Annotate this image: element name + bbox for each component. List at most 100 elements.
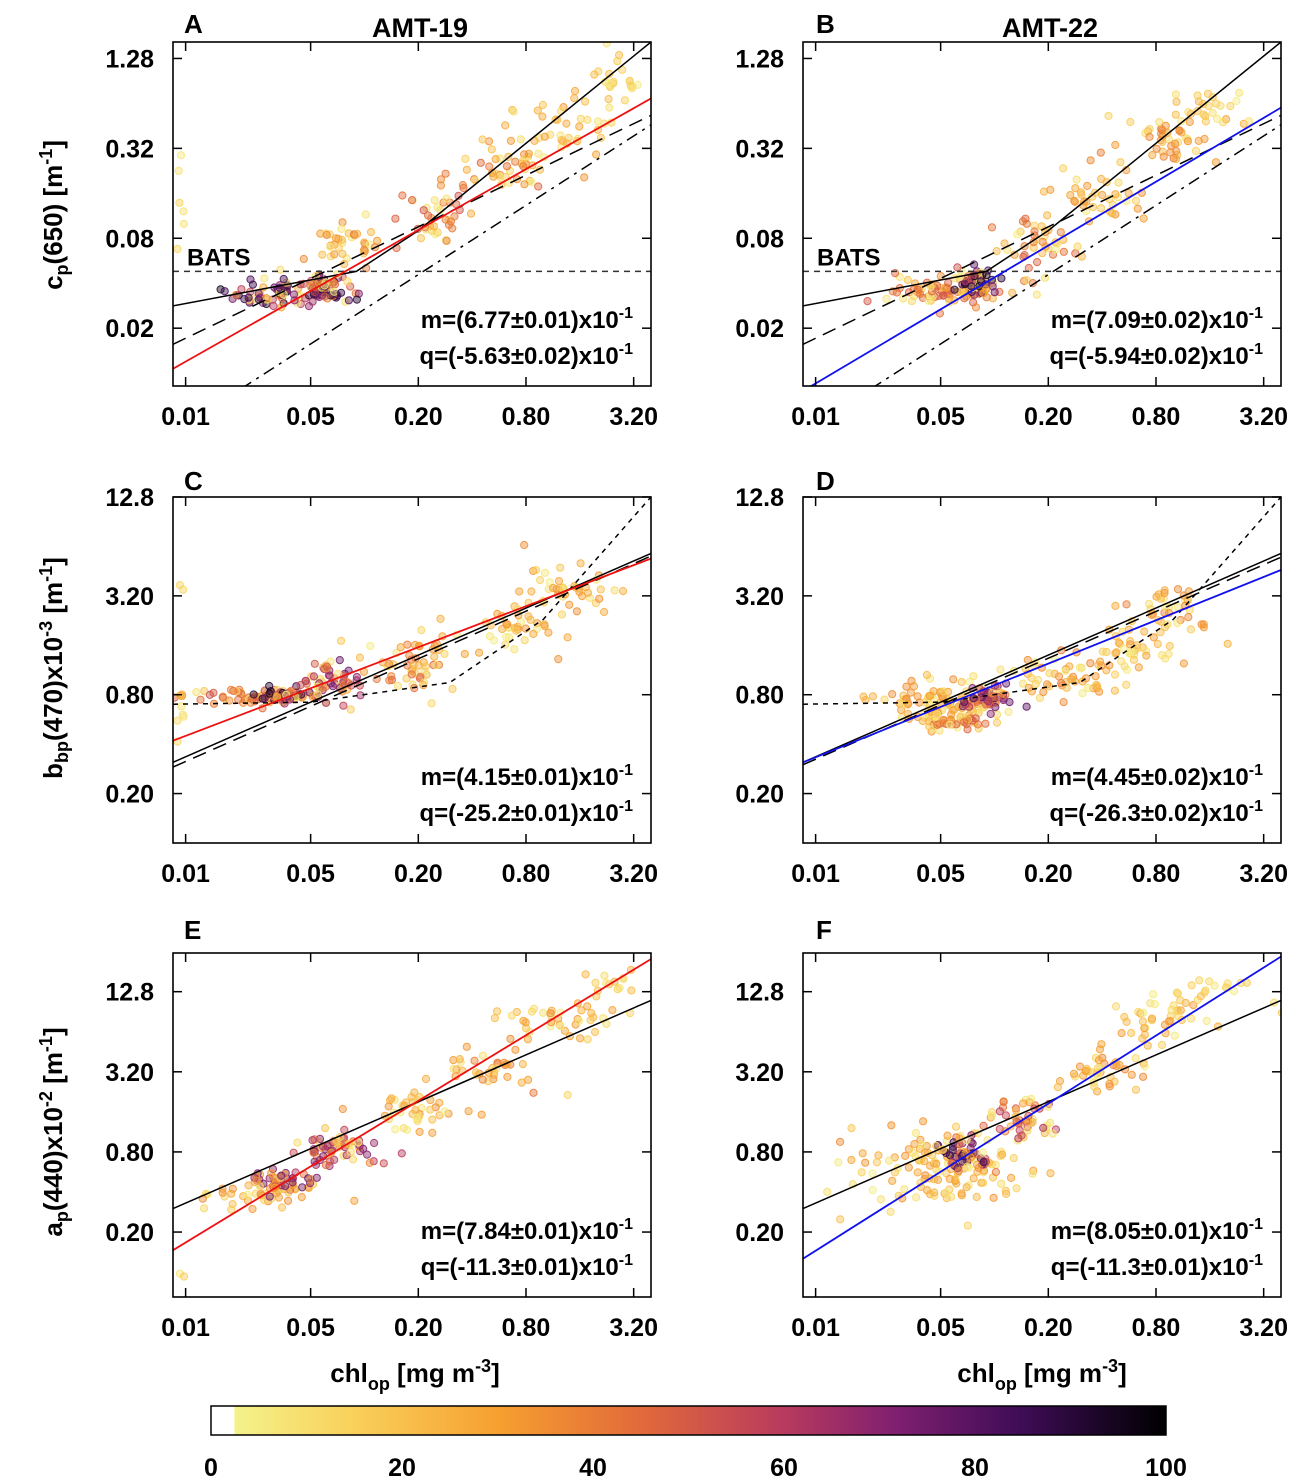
y-tick-label: 3.20 bbox=[735, 583, 784, 611]
data-point bbox=[478, 1075, 487, 1084]
data-point bbox=[518, 1060, 528, 1069]
data-point bbox=[441, 215, 450, 224]
data-point bbox=[922, 670, 932, 680]
data-point bbox=[583, 115, 592, 125]
title-amt22: AMT-22 bbox=[1002, 13, 1098, 43]
data-point bbox=[1066, 191, 1075, 200]
data-point bbox=[1071, 184, 1080, 193]
data-point bbox=[402, 1125, 412, 1134]
data-point bbox=[978, 1148, 988, 1157]
data-point bbox=[240, 295, 249, 304]
data-point bbox=[961, 277, 970, 286]
data-point bbox=[1132, 196, 1141, 205]
data-point bbox=[939, 687, 948, 696]
data-point bbox=[1163, 620, 1172, 629]
data-point bbox=[277, 1203, 287, 1212]
data-point bbox=[604, 78, 614, 87]
data-point bbox=[1193, 91, 1202, 100]
data-point bbox=[1070, 197, 1080, 206]
data-point bbox=[174, 166, 183, 175]
data-point bbox=[902, 682, 911, 691]
data-point bbox=[1172, 97, 1181, 106]
data-point bbox=[524, 1075, 533, 1085]
data-point bbox=[421, 662, 430, 671]
data-point bbox=[1112, 648, 1121, 657]
data-point bbox=[1171, 154, 1181, 163]
data-point bbox=[173, 716, 182, 725]
reference-line-dashed bbox=[173, 114, 651, 345]
data-point bbox=[1157, 1040, 1167, 1050]
data-point bbox=[506, 1034, 515, 1043]
data-point bbox=[276, 265, 285, 274]
data-point bbox=[918, 716, 927, 726]
data-point bbox=[1096, 657, 1105, 666]
x-tick-label: 0.20 bbox=[1024, 1314, 1073, 1342]
reference-line-dotted bbox=[173, 497, 651, 705]
data-point bbox=[1150, 1000, 1160, 1009]
data-point bbox=[989, 1193, 998, 1202]
y-tick-label: 3.20 bbox=[735, 1059, 784, 1087]
data-point bbox=[521, 624, 530, 633]
y-tick-label: 0.20 bbox=[735, 1219, 784, 1247]
data-point bbox=[309, 672, 318, 681]
data-point bbox=[996, 665, 1005, 674]
data-point bbox=[436, 614, 445, 624]
data-point bbox=[570, 86, 580, 96]
data-point bbox=[933, 720, 942, 730]
data-point bbox=[593, 117, 603, 126]
data-point bbox=[591, 978, 600, 987]
data-point bbox=[944, 278, 953, 287]
data-point bbox=[947, 1192, 956, 1202]
data-point bbox=[1033, 258, 1042, 267]
data-point bbox=[986, 709, 995, 719]
data-point bbox=[502, 632, 511, 642]
data-point bbox=[1032, 290, 1041, 299]
x-tick-label: 0.20 bbox=[394, 1314, 443, 1342]
data-point bbox=[478, 1051, 488, 1060]
data-point bbox=[284, 1188, 293, 1197]
data-point bbox=[1191, 146, 1201, 155]
data-point bbox=[992, 247, 1001, 256]
data-point bbox=[1083, 683, 1093, 693]
data-point bbox=[531, 566, 541, 575]
data-point bbox=[179, 712, 188, 721]
data-point bbox=[1116, 158, 1125, 167]
data-point bbox=[176, 151, 186, 160]
plot-area bbox=[803, 497, 1281, 766]
data-point bbox=[1136, 1009, 1145, 1018]
data-point bbox=[1157, 651, 1167, 660]
data-point bbox=[907, 676, 916, 686]
data-point bbox=[972, 1192, 981, 1202]
data-point bbox=[575, 122, 584, 131]
data-point bbox=[610, 586, 619, 595]
xlabel-chlop-right: chlop [mg m-3] bbox=[957, 1356, 1127, 1394]
data-point bbox=[393, 681, 402, 691]
data-point bbox=[563, 1090, 572, 1100]
plot-area bbox=[173, 958, 651, 1281]
data-point bbox=[913, 692, 922, 701]
data-point bbox=[1139, 1072, 1148, 1081]
data-point bbox=[1110, 670, 1120, 679]
annotation-slope: m=(6.77±0.01)x10-1 bbox=[421, 305, 633, 334]
data-point bbox=[1114, 638, 1123, 647]
data-point bbox=[1167, 141, 1176, 150]
panel-letter-f: F bbox=[816, 915, 832, 945]
data-point bbox=[1202, 1016, 1211, 1026]
ylabel-ap440: ap(440)x10-2 [m-1] bbox=[36, 1027, 72, 1236]
data-point bbox=[407, 670, 416, 679]
data-point bbox=[1142, 651, 1151, 660]
data-point bbox=[960, 718, 969, 727]
data-point bbox=[260, 694, 269, 703]
data-point bbox=[1212, 114, 1222, 123]
data-point bbox=[576, 559, 585, 568]
data-point bbox=[577, 1006, 586, 1015]
data-point bbox=[493, 1007, 502, 1016]
data-point bbox=[218, 693, 227, 702]
colorbar-ticks: 0 20 40 60 80 100 bbox=[204, 1454, 1187, 1482]
data-point bbox=[1149, 990, 1158, 999]
data-point bbox=[338, 1104, 347, 1114]
data-point bbox=[913, 285, 922, 294]
y-tick-label: 0.80 bbox=[735, 682, 784, 710]
data-point bbox=[574, 1017, 584, 1026]
data-point bbox=[534, 182, 543, 191]
